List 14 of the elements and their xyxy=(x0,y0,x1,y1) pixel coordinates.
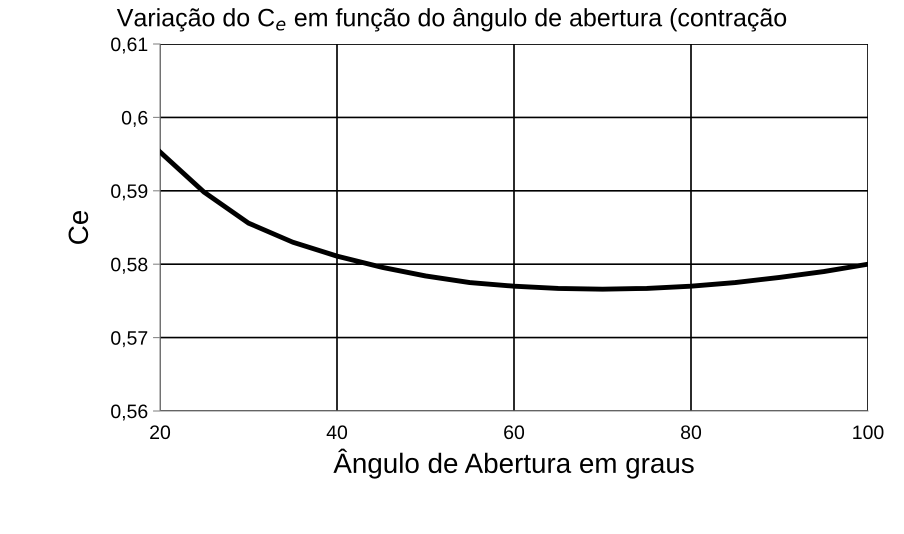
chart-title: Variação do C$_{e}$ em função do ângulo de abertura (contração xyxy=(116,8,786,32)
x-tick-label: 100 xyxy=(853,425,884,440)
y-tick-label: 0,58 xyxy=(111,258,148,274)
y-tick-label: 0,56 xyxy=(111,404,148,421)
y-axis-title: Ce xyxy=(68,210,88,244)
x-tick-label: 20 xyxy=(150,425,170,440)
x-tick-label: 60 xyxy=(504,425,524,440)
y-tick-label: 0,6 xyxy=(122,110,148,127)
y-tick-label: 0,61 xyxy=(111,37,148,54)
x-tick-label: 80 xyxy=(681,425,702,440)
x-axis-title: Ângulo de Abertura em graus xyxy=(333,448,694,479)
y-tick-label: 0,57 xyxy=(111,331,148,348)
x-tick-label: 40 xyxy=(326,425,348,440)
y-tick-label: 0,59 xyxy=(111,184,148,200)
